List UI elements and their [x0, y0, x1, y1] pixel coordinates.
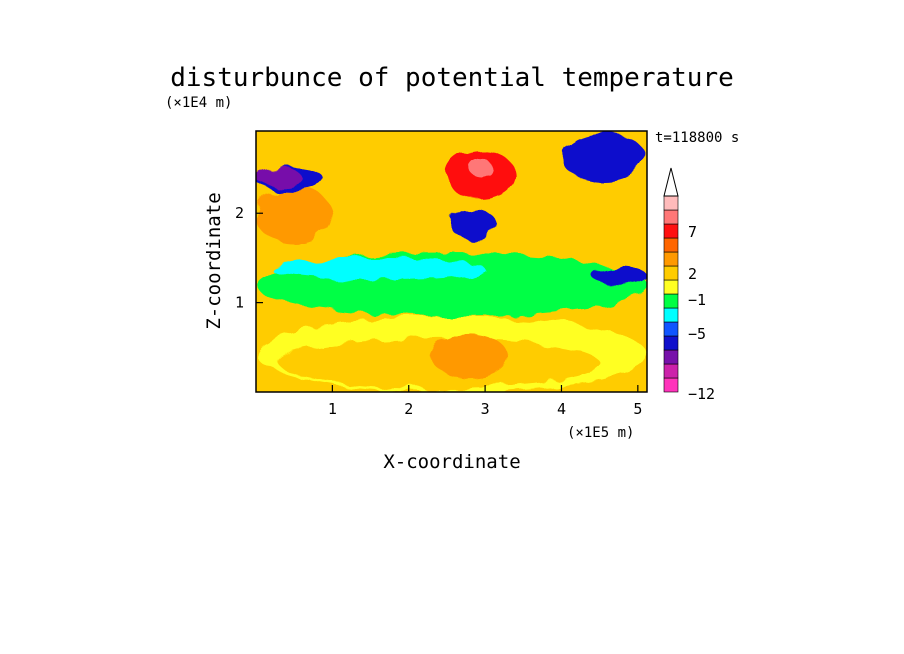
colorbar-segment: [663, 293, 679, 309]
colorbar-segment: [663, 377, 679, 393]
x-tick-label: 1: [328, 400, 337, 418]
y-axis: 12: [235, 204, 263, 312]
contour-region-2: [431, 333, 509, 379]
x-tick-label: 5: [633, 400, 642, 418]
colorbar-extend-arrow: [663, 167, 679, 197]
x-tick-label: 2: [404, 400, 413, 418]
time-label: t=118800 s: [655, 130, 739, 146]
y-unit-label: (×1E4 m): [165, 95, 232, 111]
colorbar-label: −12: [688, 385, 715, 403]
contour-fill-regions: [256, 132, 647, 392]
colorbar-segment: [663, 307, 679, 323]
contour-region-9: [469, 159, 493, 178]
contour-region-10: [450, 208, 497, 241]
colorbar-segment: [663, 237, 679, 253]
contour-region-4: [271, 257, 486, 281]
chart-title: disturbunce of potential temperature: [170, 63, 734, 93]
y-axis-label: Z-coordinate: [203, 192, 225, 329]
colorbar-label: −1: [688, 291, 706, 309]
colorbar-segment: [663, 321, 679, 337]
colorbar-segment: [663, 251, 679, 267]
colorbar-segment: [663, 195, 679, 211]
x-unit-label: (×1E5 m): [567, 425, 634, 441]
contour-region-12: [592, 266, 647, 285]
plot-frame: [255, 130, 648, 393]
colorbar-label: 7: [688, 223, 697, 241]
contour-region-11: [561, 132, 646, 182]
contour-region-7: [256, 168, 302, 187]
colorbar-segment: [663, 209, 679, 225]
colorbar-segment: [663, 279, 679, 295]
x-tick-label: 4: [557, 400, 566, 418]
colorbar-segment: [663, 335, 679, 351]
x-tick-label: 3: [481, 400, 490, 418]
plot-area: [256, 131, 647, 392]
colorbar-segment: [663, 223, 679, 239]
x-axis-label: X-coordinate: [383, 451, 520, 473]
x-axis: 1 2 3 4 5: [328, 385, 642, 418]
colorbar-segment: [663, 265, 679, 281]
y-tick-label: 1: [235, 294, 244, 312]
colorbar: 7 2 −1 −5 −12: [663, 167, 715, 403]
colorbar-segment: [663, 363, 679, 379]
contour-region-5: [256, 186, 333, 245]
colorbar-label: 2: [688, 265, 697, 283]
y-tick-label: 2: [235, 204, 244, 222]
colorbar-label: −5: [688, 325, 706, 343]
colorbar-segment: [663, 349, 679, 365]
